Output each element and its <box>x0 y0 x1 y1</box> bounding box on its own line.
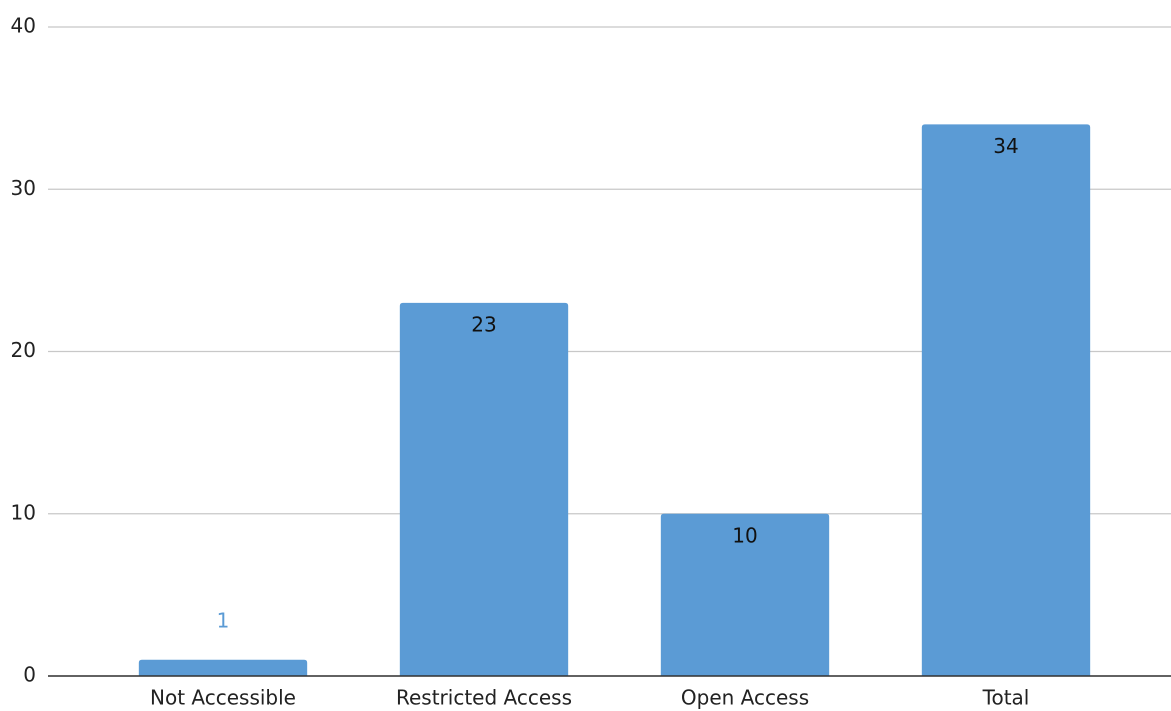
y-tick-label: 30 <box>11 176 36 200</box>
y-tick-label: 20 <box>11 338 36 362</box>
y-tick-label: 10 <box>11 500 36 524</box>
y-tick-label: 0 <box>23 663 36 687</box>
bar <box>660 513 830 676</box>
y-tick-label: 40 <box>11 14 36 38</box>
x-tick-label: Restricted Access <box>396 686 572 710</box>
x-tick-label: Total <box>982 686 1030 710</box>
data-label: 34 <box>993 134 1018 158</box>
x-tick-label: Not Accessible <box>150 686 296 710</box>
data-label: 1 <box>217 608 230 632</box>
data-label: 10 <box>732 523 757 547</box>
bar <box>138 659 308 676</box>
bar <box>921 124 1091 677</box>
x-tick-label: Open Access <box>681 686 809 710</box>
data-label: 23 <box>471 312 496 336</box>
bar <box>399 302 569 676</box>
